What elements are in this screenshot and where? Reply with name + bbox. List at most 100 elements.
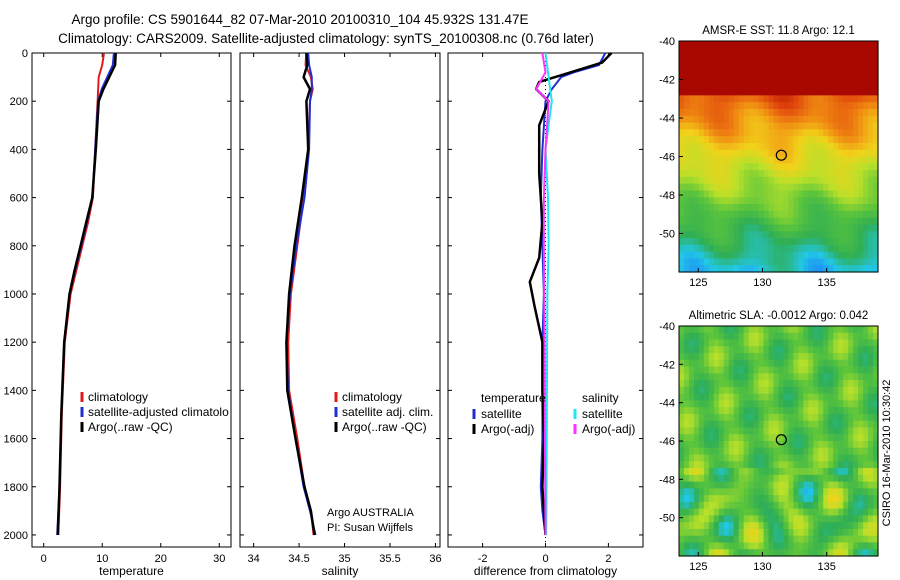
heatmap-cell — [728, 447, 735, 456]
heatmap-cell — [693, 528, 700, 537]
heatmap-cell — [688, 474, 695, 483]
heatmap-cell — [833, 136, 839, 144]
heatmap-cell — [823, 217, 829, 226]
heatmap-cell — [728, 549, 735, 557]
heatmap-cell — [708, 420, 715, 429]
heatmap-cell — [743, 61, 750, 69]
heatmap-cell — [853, 508, 859, 517]
heatmap-cell — [868, 41, 874, 49]
heatmap-cell — [858, 108, 864, 117]
heatmap-cell — [838, 163, 844, 171]
heatmap-cell — [823, 197, 829, 205]
heatmap-cell — [713, 495, 720, 503]
heatmap-cell — [748, 74, 755, 83]
y-tick-label: -50 — [659, 513, 675, 525]
heatmap-cell — [873, 156, 879, 164]
heatmap-cell — [768, 231, 775, 239]
heatmap-cell — [798, 136, 804, 144]
heatmap-cell — [679, 359, 685, 368]
heatmap-cell — [703, 407, 710, 415]
heatmap-cell — [828, 156, 834, 164]
heatmap-cell — [798, 95, 804, 103]
heatmap-cell — [818, 217, 824, 226]
heatmap-cell — [808, 454, 814, 462]
heatmap-cell — [848, 386, 854, 395]
heatmap-cell — [873, 176, 879, 185]
heatmap-cell — [853, 265, 859, 273]
heatmap-cell — [833, 549, 839, 557]
heatmap-cell — [773, 488, 780, 496]
heatmap-cell — [733, 332, 740, 341]
heatmap-cell — [763, 102, 770, 110]
heatmap-cell — [803, 427, 809, 435]
heatmap-cell — [758, 522, 765, 530]
heatmap-cell — [803, 190, 809, 198]
y-tick-label: -40 — [659, 321, 675, 333]
heatmap-cell — [793, 204, 799, 212]
heatmap-cell — [828, 346, 834, 354]
heatmap-cell — [753, 61, 760, 69]
heatmap-cell — [688, 142, 695, 151]
heatmap-cell — [738, 346, 745, 354]
heatmap-cell — [848, 434, 854, 442]
heatmap-cell — [838, 393, 844, 402]
heatmap-cell — [793, 481, 799, 489]
heatmap-cell — [863, 413, 869, 422]
heatmap-cell — [753, 542, 760, 550]
heatmap-cell — [758, 224, 765, 232]
heatmap-cell — [798, 420, 804, 429]
legend-entry: climatology — [88, 390, 148, 404]
heatmap-cell — [763, 441, 770, 449]
heatmap-cell — [688, 434, 695, 442]
heatmap-cell — [853, 434, 859, 442]
heatmap-cell — [773, 204, 780, 212]
heatmap-cell — [838, 373, 844, 381]
heatmap-cell — [803, 474, 809, 483]
heatmap-cell — [733, 224, 740, 232]
heatmap-cell — [798, 251, 804, 260]
heatmap-cell — [733, 251, 740, 260]
heatmap-cell — [798, 454, 804, 462]
heatmap-cell — [698, 244, 705, 253]
heatmap-cell — [778, 197, 785, 205]
heatmap-cell — [718, 346, 725, 354]
heatmap-cell — [813, 542, 819, 550]
heatmap-cell — [748, 434, 755, 442]
heatmap-cell — [763, 332, 770, 341]
heatmap-cell — [708, 515, 715, 523]
heatmap-cell — [818, 427, 824, 435]
heatmap-cell — [733, 41, 740, 49]
heatmap-cell — [773, 136, 780, 144]
heatmap-cell — [703, 508, 710, 517]
heatmap-cell — [843, 542, 849, 550]
heatmap-cell — [838, 441, 844, 449]
heatmap-cell — [743, 251, 750, 260]
heatmap-cell — [728, 353, 735, 361]
heatmap-cell — [813, 386, 819, 395]
heatmap-cell — [693, 495, 700, 503]
heatmap-cell — [843, 346, 849, 354]
heatmap-cell — [818, 231, 824, 239]
heatmap-cell — [833, 461, 839, 469]
heatmap-cell — [753, 400, 760, 408]
heatmap-cell — [843, 366, 849, 374]
heatmap-cell — [748, 468, 755, 476]
heatmap-cell — [708, 142, 715, 151]
heatmap-cell — [778, 359, 785, 368]
heatmap-cell — [838, 183, 844, 192]
heatmap-cell — [843, 210, 849, 219]
heatmap-cell — [783, 353, 790, 361]
heatmap-cell — [728, 346, 735, 354]
heatmap-cell — [793, 265, 799, 273]
heatmap-cell — [738, 393, 745, 402]
heatmap-cell — [873, 326, 879, 334]
heatmap-cell — [693, 522, 700, 530]
heatmap-cell — [683, 68, 690, 76]
heatmap-cell — [733, 427, 740, 435]
heatmap-cell — [763, 549, 770, 557]
heatmap-cell — [778, 183, 785, 192]
heatmap-cell — [808, 156, 814, 164]
heatmap-cell — [688, 461, 695, 469]
heatmap-cell — [733, 366, 740, 374]
heatmap-cell — [679, 441, 685, 449]
